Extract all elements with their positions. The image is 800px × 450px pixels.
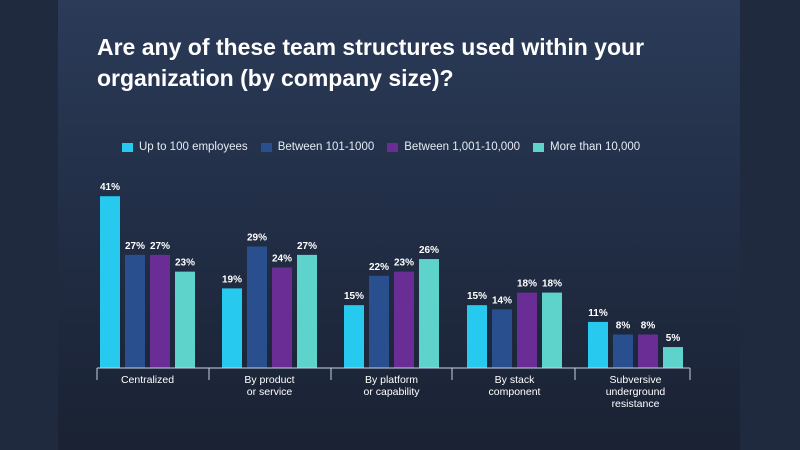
bar [150,254,170,368]
left-margin [0,0,58,450]
bar-value-label: 24% [272,253,292,264]
legend-label: Up to 100 employees [139,141,248,153]
category-label: By stack component [489,374,541,398]
category-label: By product or service [244,374,294,398]
legend-swatch [387,142,399,152]
legend-swatch [260,142,272,152]
legend-label: More than 10,000 [549,141,641,153]
bar [222,288,242,368]
bar-value-label: 41% [100,182,120,193]
slide-panel [58,0,740,450]
legend-label: Between 1,001-10,000 [404,141,520,153]
legend-item: Between 101-1000 [260,141,375,153]
bar-value-label: 8% [616,320,631,331]
bar-value-label: 23% [175,258,195,269]
bar-value-label: 22% [369,262,389,273]
chart-title: Are any of these team structures used wi… [97,34,645,91]
bar [100,196,120,368]
legend-swatch [532,142,544,152]
bar [247,246,267,368]
bar-value-label: 5% [666,333,681,344]
category-label: Subversive underground resistance [606,374,666,410]
bar [394,271,414,368]
legend-label: Between 101-1000 [277,141,375,153]
bar [517,292,537,368]
bar-value-label: 18% [542,279,562,290]
category-label: Centralized [121,374,174,386]
bar-value-label: 15% [344,291,364,302]
legend-item: Up to 100 employees [122,141,248,153]
bar [125,254,145,368]
bar [272,267,292,368]
bar-value-label: 27% [125,241,145,252]
bar [344,305,364,368]
chart-legend: Up to 100 employees Between 101-1000 Betwe… [122,139,653,155]
bar-value-label: 15% [467,291,487,302]
bar [613,334,633,368]
bar [297,254,317,368]
legend-item: Between 1,001-10,000 [387,141,520,153]
legend-item: More than 10,000 [532,141,641,153]
bar [492,309,512,368]
bar-value-label: 14% [492,295,512,306]
bar [175,271,195,368]
bar [542,292,562,368]
bar [638,334,658,368]
bar-value-label: 26% [419,245,439,256]
bar-value-label: 27% [297,241,317,252]
bar [663,347,683,368]
right-margin [740,0,800,450]
bar-value-label: 23% [394,258,414,269]
category-label: By platform or capability [363,374,420,398]
bar [419,259,439,368]
bar-value-label: 19% [222,274,242,285]
bar [369,275,389,368]
bar-value-label: 27% [150,241,170,252]
legend-swatch [122,142,133,152]
bar [467,305,487,368]
bar [588,321,608,368]
bar-value-label: 11% [588,308,608,319]
bar-value-label: 18% [517,279,537,290]
bar-value-label: 29% [247,232,267,243]
bar-value-label: 8% [641,320,656,331]
